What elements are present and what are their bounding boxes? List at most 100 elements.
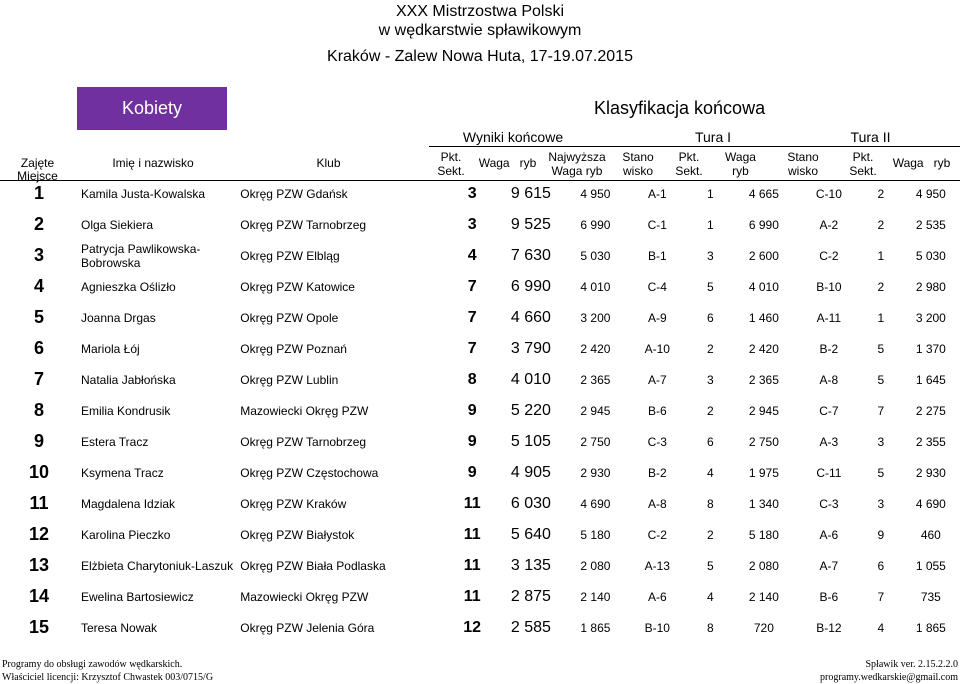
place-cell: 7 [33, 369, 44, 389]
t2-sector-cell: C-7 [819, 403, 839, 418]
t1-sector-cell: B-6 [647, 403, 667, 418]
points-cell: 7 [467, 308, 477, 326]
name-cell: Elżbieta Charytoniuk-Laszuk [81, 558, 234, 573]
max-weight-cell: 5 030 [580, 248, 611, 263]
t2-sector-cell: B-10 [816, 279, 842, 294]
weight-cell: 6 030 [510, 494, 551, 512]
t2-weight-cell: 1 645 [915, 372, 946, 387]
points-cell: 9 [467, 401, 477, 419]
weight-cell: 3 135 [510, 556, 551, 574]
t2-points-cell: 5 [877, 465, 885, 480]
points-cell: 11 [463, 556, 481, 574]
points-cell: 7 [467, 339, 477, 357]
competition-title: XXX Mistrzostwa Polski [395, 3, 565, 20]
col-pts-line2: Sekt. [437, 164, 465, 178]
t1-points-cell: 6 [706, 310, 714, 325]
footer-software: Programy do obsługi zawodów wędkarskich. [2, 659, 183, 670]
t2-points-cell: 9 [877, 527, 885, 542]
weight-cell: 6 990 [510, 277, 551, 295]
table-row: 1 Kamila Justa-Kowalska Okręg PZW Gdańsk 3 9… [0, 178, 960, 209]
points-cell: 11 [463, 525, 481, 543]
max-weight-cell: 2 930 [580, 465, 611, 480]
max-weight-cell: 4 010 [580, 279, 611, 294]
t1-points-cell: 1 [706, 186, 714, 201]
place-cell: 1 [33, 183, 44, 203]
t2-points-cell: 3 [877, 434, 885, 449]
t1-weight-cell: 6 990 [748, 217, 779, 232]
t1-sector-cell: A-10 [644, 341, 670, 356]
group-final-results: Wyniki końcowe [462, 129, 564, 145]
name-cell: Teresa Nowak [81, 620, 158, 635]
col-t2-pts-line1: Pkt. [852, 150, 874, 164]
competition-venue-date: Kraków - Zalew Nowa Huta, 17-19.07.2015 [327, 48, 633, 65]
name-cell: Magdalena Idziak [81, 496, 176, 511]
club-cell: Mazowiecki Okręg PZW [240, 589, 369, 604]
t1-weight-cell: 1 460 [748, 310, 779, 325]
t2-points-cell: 2 [877, 279, 885, 294]
weight-cell: 4 905 [510, 463, 551, 481]
max-weight-cell: 2 420 [580, 341, 611, 356]
col-name: Imię i nazwisko [112, 156, 194, 170]
t1-weight-cell: 720 [753, 620, 774, 635]
t1-points-cell: 3 [706, 372, 714, 387]
t2-sector-cell: C-11 [816, 465, 842, 480]
t1-sector-cell: A-7 [647, 372, 667, 387]
t2-points-cell: 2 [877, 186, 885, 201]
table-row: 5 Joanna Drgas Okręg PZW Opole 7 4 660 3 200 A… [0, 302, 960, 333]
max-weight-cell: 2 365 [580, 372, 611, 387]
t2-weight-cell: 1 055 [915, 558, 946, 573]
weight-cell: 3 790 [510, 339, 551, 357]
table-row: 6 Mariola Łój Okręg PZW Poznań 7 3 790 2 420 A… [0, 333, 960, 364]
t2-sector-cell: A-6 [819, 527, 839, 542]
col-t1-weight-line2: ryb [732, 164, 749, 178]
t1-weight-cell: 2 420 [748, 341, 779, 356]
col-t2-pts-line2: Sekt. [849, 164, 877, 178]
t1-sector-cell: A-1 [647, 186, 667, 201]
t1-sector-cell: B-10 [644, 620, 670, 635]
club-cell: Okręg PZW Elbląg [240, 248, 340, 263]
place-cell: 11 [29, 493, 49, 513]
t2-sector-cell: A-3 [819, 434, 839, 449]
table-row: 9 Estera Tracz Okręg PZW Tarnobrzeg 9 5 105 2… [0, 426, 960, 457]
t1-points-cell: 8 [706, 496, 714, 511]
t2-sector-cell: A-11 [816, 310, 842, 325]
header-rule-bottom [0, 180, 960, 181]
t2-points-cell: 1 [877, 310, 885, 325]
name-cell: Ksymena Tracz [81, 465, 164, 480]
t2-weight-cell: 460 [920, 527, 941, 542]
name-cell: Olga Siekiera [81, 217, 154, 232]
max-weight-cell: 5 180 [580, 527, 611, 542]
t2-points-cell: 6 [877, 558, 885, 573]
t1-points-cell: 2 [706, 527, 714, 542]
name-cell: Natalia Jabłońska [81, 372, 176, 387]
t2-sector-cell: B-6 [819, 589, 839, 604]
t1-sector-cell: C-2 [647, 527, 667, 542]
table-row: 12 Karolina Pieczko Okręg PZW Białystok 11 5… [0, 519, 960, 550]
place-cell: 3 [33, 245, 44, 265]
table-row: 10 Ksymena Tracz Okręg PZW Częstochowa 9 4 9… [0, 457, 960, 488]
col-t2-sector-line2: wisko [787, 164, 818, 178]
footer-email: programy.wedkarskie@gmail.com [820, 672, 958, 683]
table-row: 7 Natalia Jabłońska Okręg PZW Lublin 8 4 010… [0, 364, 960, 395]
weight-cell: 5 220 [510, 401, 551, 419]
weight-cell: 5 640 [510, 525, 551, 543]
t1-sector-cell: B-1 [647, 248, 667, 263]
table-row: 13 Elżbieta Charytoniuk-Laszuk Okręg PZW B… [0, 550, 960, 581]
name-cell: Patrycja Pawlikowska-Bobrowska [81, 241, 201, 270]
t1-sector-cell: C-4 [647, 279, 667, 294]
col-t2-weight: Waga ryb [892, 156, 951, 170]
t1-weight-cell: 4 010 [748, 279, 779, 294]
t1-points-cell: 4 [706, 589, 714, 604]
t1-sector-cell: C-3 [647, 434, 667, 449]
table-row: 4 Agnieszka Oślizło Okręg PZW Katowice 7 6 9… [0, 271, 960, 302]
t2-sector-cell: C-10 [815, 186, 842, 201]
t2-points-cell: 1 [877, 248, 885, 263]
max-weight-cell: 6 990 [580, 217, 611, 232]
header-rule-top [429, 146, 960, 147]
t2-weight-cell: 3 200 [915, 310, 946, 325]
col-place: Zajęte Miejsce [17, 156, 58, 183]
t2-weight-cell: 735 [920, 589, 941, 604]
t2-points-cell: 2 [877, 217, 885, 232]
weight-cell: 2 585 [510, 618, 551, 636]
club-cell: Okręg PZW Jelenia Góra [240, 620, 375, 635]
